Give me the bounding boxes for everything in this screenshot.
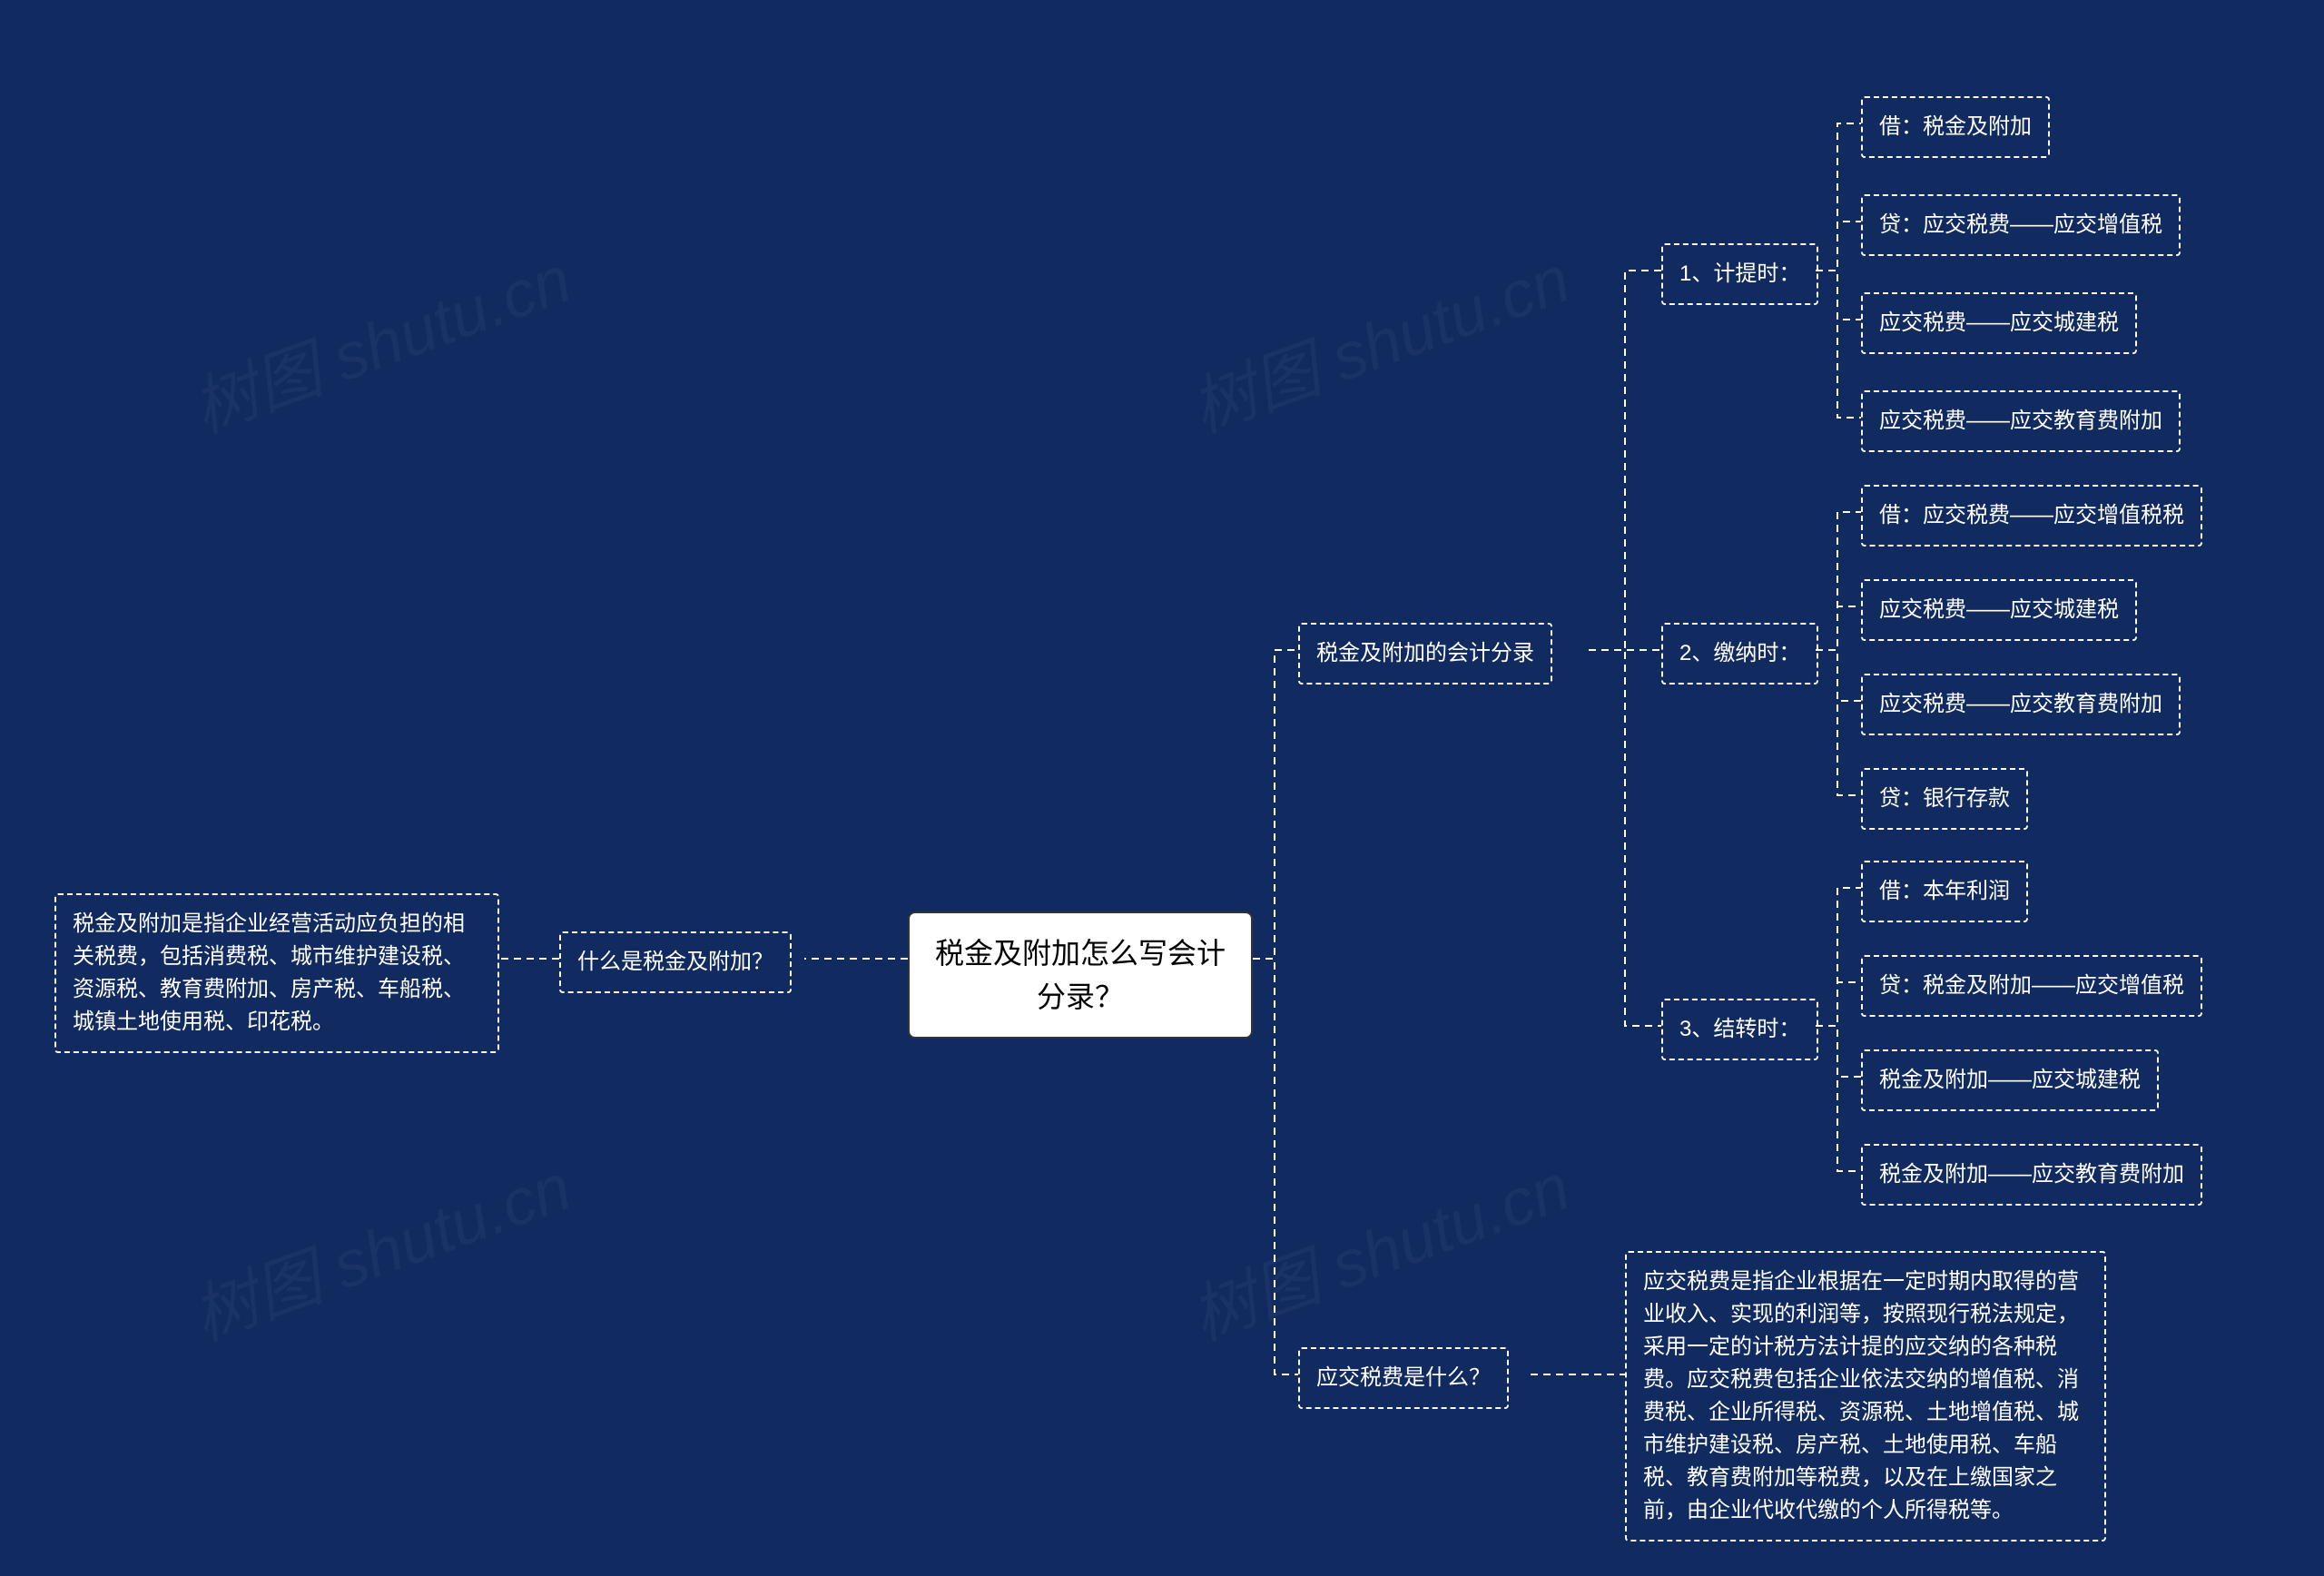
leaf-node: 借：本年利润 [1861, 861, 2028, 922]
watermark: 树图 shutu.cn [177, 226, 582, 451]
branch1-node: 税金及附加的会计分录 [1298, 623, 1552, 685]
leaf-node: 借：税金及附加 [1861, 96, 2050, 158]
node-text: 3、结转时： [1679, 1017, 1800, 1041]
left-question-node: 什么是税金及附加？ [559, 931, 792, 993]
node-text: 贷：税金及附加——应交增值税 [1879, 973, 2184, 998]
node-text: 税金及附加的会计分录 [1316, 641, 1534, 665]
node-text: 应交税费是指企业根据在一定时期内取得的营业收入、实现的利润等，按照现行税法规定，… [1643, 1269, 2079, 1522]
root-text: 税金及附加怎么写会计分录？ [935, 937, 1226, 1013]
sub2-node: 2、缴纳时： [1661, 623, 1818, 685]
leaf-node: 应交税费——应交城建税 [1861, 292, 2137, 354]
leaf-node: 应交税费——应交教育费附加 [1861, 390, 2181, 452]
node-text: 税金及附加——应交教育费附加 [1879, 1162, 2184, 1187]
node-text: 应交税费——应交教育费附加 [1879, 409, 2162, 433]
node-text: 应交税费是什么？ [1316, 1365, 1491, 1390]
leaf-node: 税金及附加——应交教育费附加 [1861, 1144, 2202, 1206]
branch2-leaf-node: 应交税费是指企业根据在一定时期内取得的营业收入、实现的利润等，按照现行税法规定，… [1625, 1251, 2106, 1542]
node-text: 应交税费——应交城建税 [1879, 597, 2119, 622]
watermark: 树图 shutu.cn [1176, 1134, 1581, 1359]
left-answer-node: 税金及附加是指企业经营活动应负担的相关税费，包括消费税、城市维护建设税、资源税、… [54, 893, 499, 1053]
sub1-node: 1、计提时： [1661, 243, 1818, 305]
watermark: 树图 shutu.cn [177, 1134, 582, 1359]
node-text: 2、缴纳时： [1679, 641, 1800, 665]
node-text: 1、计提时： [1679, 261, 1800, 286]
leaf-node: 应交税费——应交城建税 [1861, 579, 2137, 641]
node-text: 税金及附加是指企业经营活动应负担的相关税费，包括消费税、城市维护建设税、资源税、… [73, 911, 465, 1034]
leaf-node: 贷：税金及附加——应交增值税 [1861, 955, 2202, 1017]
leaf-node: 借：应交税费——应交增值税税 [1861, 485, 2202, 547]
branch2-node: 应交税费是什么？ [1298, 1347, 1509, 1409]
leaf-node: 贷：应交税费——应交增值税 [1861, 194, 2181, 256]
watermark: 树图 shutu.cn [1176, 226, 1581, 451]
node-text: 贷：应交税费——应交增值税 [1879, 212, 2162, 237]
node-text: 税金及附加——应交城建税 [1879, 1068, 2141, 1092]
leaf-node: 税金及附加——应交城建税 [1861, 1049, 2159, 1111]
leaf-node: 应交税费——应交教育费附加 [1861, 674, 2181, 735]
leaf-node: 贷：银行存款 [1861, 768, 2028, 830]
node-text: 贷：银行存款 [1879, 786, 2010, 811]
node-text: 应交税费——应交教育费附加 [1879, 692, 2162, 716]
sub3-node: 3、结转时： [1661, 999, 1818, 1060]
node-text: 借：本年利润 [1879, 879, 2010, 903]
node-text: 借：税金及附加 [1879, 114, 2032, 139]
root-node: 税金及附加怎么写会计分录？ [908, 911, 1253, 1039]
node-text: 什么是税金及附加？ [577, 950, 773, 974]
node-text: 借：应交税费——应交增值税税 [1879, 503, 2184, 527]
node-text: 应交税费——应交城建税 [1879, 310, 2119, 335]
